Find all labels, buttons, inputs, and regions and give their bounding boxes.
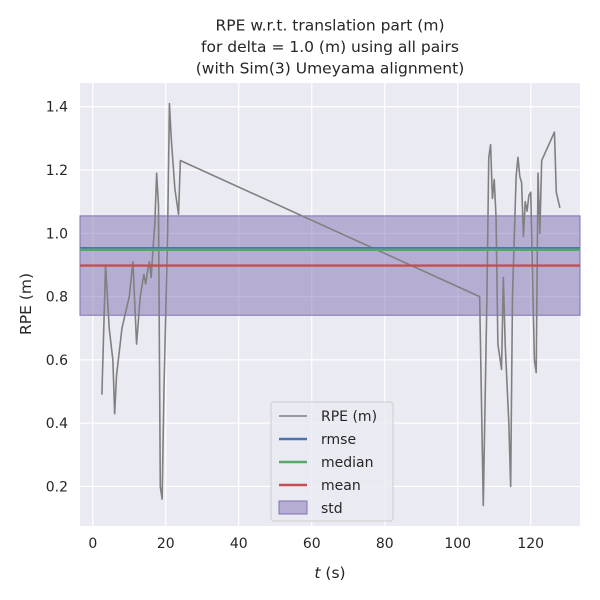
title-line-3: (with Sim(3) Umeyama alignment) bbox=[196, 60, 465, 78]
legend-frame bbox=[270, 401, 394, 522]
legend-swatch-std bbox=[278, 500, 308, 515]
x-tick-label: 0 bbox=[88, 536, 97, 552]
y-tick-label: 1.2 bbox=[46, 163, 68, 179]
legend-label-rmse: rmse bbox=[321, 432, 356, 448]
rpe-series-layer bbox=[101, 102, 561, 507]
y-tick-label: 0.4 bbox=[46, 416, 68, 432]
y-tick-label: 0.2 bbox=[46, 479, 68, 495]
x-tick-label: 100 bbox=[444, 536, 471, 552]
legend-label-rpe: RPE (m) bbox=[321, 409, 377, 425]
y-tick-label: 1.0 bbox=[46, 226, 68, 242]
legend-label-median: median bbox=[321, 455, 373, 471]
x-tick-label: 20 bbox=[157, 536, 175, 552]
y-tick-label: 0.8 bbox=[46, 290, 68, 306]
chart-title: RPE w.r.t. translation part (m) for delt… bbox=[196, 17, 465, 78]
legend: RPE (m) rmse median mean std bbox=[270, 401, 394, 522]
x-axis-label-variable: t bbox=[314, 564, 321, 582]
legend-label-mean: mean bbox=[321, 478, 361, 494]
y-tick-labels: 0.2 0.4 0.6 0.8 1.0 1.2 1.4 bbox=[46, 100, 68, 496]
title-line-1: RPE w.r.t. translation part (m) bbox=[215, 17, 444, 35]
x-tick-label: 120 bbox=[517, 536, 544, 552]
rpe-series-line bbox=[101, 102, 561, 507]
y-tick-label: 1.4 bbox=[46, 100, 68, 116]
x-axis-label-unit: (s) bbox=[320, 564, 345, 582]
x-axis-label: t (s) bbox=[314, 564, 345, 582]
legend-label-std: std bbox=[321, 501, 343, 517]
stat-lines-layer bbox=[80, 246, 580, 267]
x-tick-labels: 0 20 40 60 80 100 120 bbox=[88, 536, 544, 552]
y-tick-label: 0.6 bbox=[46, 353, 68, 369]
title-line-2: for delta = 1.0 (m) using all pairs bbox=[201, 38, 459, 56]
x-tick-label: 40 bbox=[230, 536, 248, 552]
x-tick-label: 60 bbox=[303, 536, 321, 552]
x-tick-label: 80 bbox=[376, 536, 394, 552]
y-axis-label: RPE (m) bbox=[17, 273, 35, 335]
